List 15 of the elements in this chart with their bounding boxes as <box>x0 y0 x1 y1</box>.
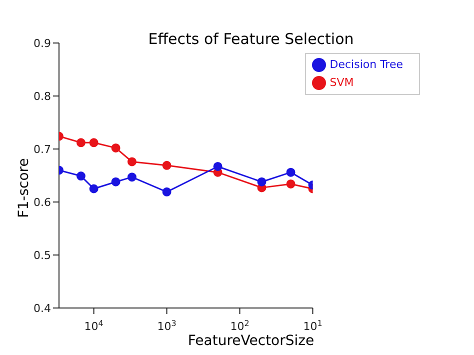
x-axis-title: FeatureVectorSize <box>186 333 316 349</box>
x-tick-label: 10$^{3}$ <box>157 318 176 333</box>
y-tick-label: 0.9 <box>34 36 51 50</box>
y-tick-label: 0.5 <box>34 248 51 262</box>
x-tick-label: 10$^{2}$ <box>230 318 250 333</box>
y-axis-title: F1-score <box>16 158 32 218</box>
x-tick-label: 10$^{4}$ <box>84 318 104 333</box>
y-tick-label: 0.8 <box>34 90 51 103</box>
y-tick-label: 0.7 <box>34 142 51 156</box>
y-tick-label: 0.6 <box>34 196 51 209</box>
legend-label: Decision Tree <box>330 58 403 71</box>
chart-title: Effects of Feature Selection <box>147 30 355 48</box>
legend-label: SVM <box>330 76 354 89</box>
x-tick-label: 10$^{1}$ <box>303 318 322 333</box>
y-tick-label: 0.4 <box>34 302 51 315</box>
